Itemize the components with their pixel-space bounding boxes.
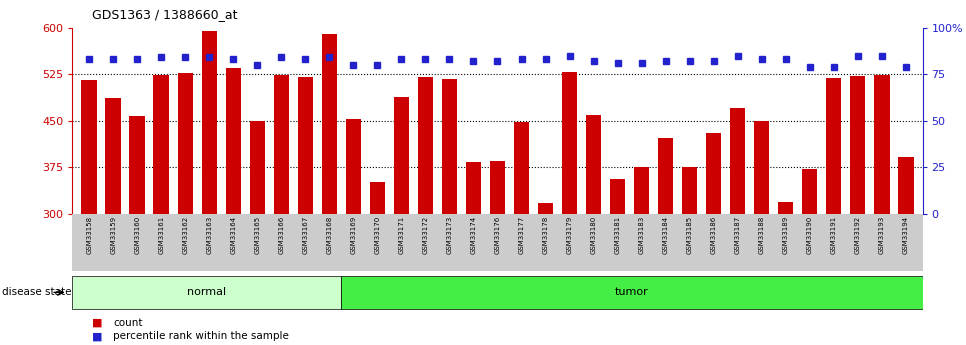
Text: GSM33163: GSM33163 — [207, 216, 213, 254]
Bar — [753, 121, 770, 214]
Text: GDS1363 / 1388660_at: GDS1363 / 1388660_at — [92, 8, 238, 21]
Bar — [322, 34, 337, 214]
Text: GSM33179: GSM33179 — [566, 216, 573, 254]
Bar — [129, 116, 145, 214]
Bar — [105, 98, 121, 214]
Bar — [538, 203, 554, 214]
Text: GSM33164: GSM33164 — [230, 216, 237, 254]
Text: GSM33168: GSM33168 — [327, 216, 332, 254]
Bar — [850, 76, 866, 214]
Text: percentile rank within the sample: percentile rank within the sample — [113, 332, 289, 341]
Bar — [178, 73, 193, 214]
Bar — [466, 162, 481, 214]
Bar — [898, 157, 914, 214]
Text: GSM33170: GSM33170 — [375, 216, 381, 254]
Text: disease state: disease state — [2, 287, 71, 297]
Text: GSM33160: GSM33160 — [134, 216, 140, 254]
Bar — [298, 77, 313, 214]
Text: normal: normal — [187, 287, 226, 297]
Text: GSM33167: GSM33167 — [302, 216, 308, 254]
Text: GSM33171: GSM33171 — [398, 216, 405, 254]
Text: GSM33194: GSM33194 — [902, 216, 909, 254]
Text: GSM33184: GSM33184 — [663, 216, 668, 254]
Text: GSM33192: GSM33192 — [855, 216, 861, 254]
Bar — [273, 75, 289, 214]
Bar — [249, 121, 265, 214]
Text: GSM33158: GSM33158 — [86, 216, 93, 254]
Bar — [81, 80, 97, 214]
Bar — [610, 178, 625, 214]
Text: GSM33176: GSM33176 — [495, 216, 500, 254]
Bar — [874, 75, 890, 214]
Bar — [658, 138, 673, 214]
Text: GSM33177: GSM33177 — [519, 216, 525, 254]
Bar — [225, 68, 242, 214]
Text: GSM33174: GSM33174 — [470, 216, 476, 254]
Bar — [682, 167, 697, 214]
Text: GSM33183: GSM33183 — [639, 216, 644, 254]
Text: GSM33188: GSM33188 — [758, 216, 765, 254]
Bar — [561, 72, 578, 214]
Text: GSM33172: GSM33172 — [422, 216, 429, 254]
Text: GSM33191: GSM33191 — [831, 216, 837, 254]
Bar — [154, 75, 169, 214]
Bar — [202, 31, 217, 214]
Text: GSM33166: GSM33166 — [278, 216, 284, 254]
Bar — [634, 167, 649, 214]
Bar — [490, 161, 505, 214]
Text: GSM33193: GSM33193 — [879, 216, 885, 254]
Text: GSM33178: GSM33178 — [543, 216, 549, 254]
Text: GSM33161: GSM33161 — [158, 216, 164, 254]
Text: GSM33185: GSM33185 — [687, 216, 693, 254]
Bar — [826, 78, 841, 214]
Bar — [802, 169, 817, 214]
Bar — [417, 77, 434, 214]
Bar — [370, 181, 385, 214]
Text: GSM33186: GSM33186 — [711, 216, 717, 254]
Bar — [730, 108, 746, 214]
Text: GSM33190: GSM33190 — [807, 216, 812, 254]
Text: ■: ■ — [92, 318, 102, 327]
Text: GSM33173: GSM33173 — [446, 216, 452, 254]
Text: tumor: tumor — [615, 287, 649, 297]
Text: count: count — [113, 318, 143, 327]
Text: GSM33180: GSM33180 — [590, 216, 597, 254]
Bar — [346, 119, 361, 214]
Bar — [706, 133, 722, 214]
Bar — [585, 115, 602, 214]
Bar — [441, 79, 457, 214]
Text: GSM33159: GSM33159 — [110, 216, 116, 254]
Text: GSM33162: GSM33162 — [183, 216, 188, 254]
Text: GSM33165: GSM33165 — [254, 216, 261, 254]
Bar — [72, 276, 341, 309]
Bar — [393, 97, 410, 214]
Text: GSM33189: GSM33189 — [782, 216, 788, 254]
Text: GSM33169: GSM33169 — [351, 216, 356, 254]
Text: GSM33187: GSM33187 — [734, 216, 741, 254]
Text: GSM33181: GSM33181 — [614, 216, 620, 254]
Bar — [778, 202, 793, 214]
Bar — [341, 276, 923, 309]
Text: ■: ■ — [92, 332, 102, 341]
Bar — [514, 122, 529, 214]
